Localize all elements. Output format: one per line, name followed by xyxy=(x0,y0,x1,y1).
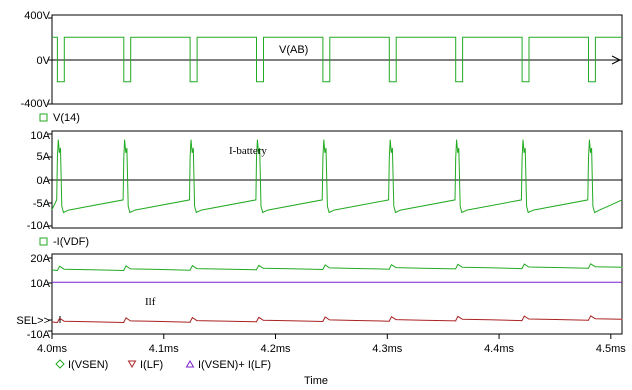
y-tick-label: 5A xyxy=(37,151,51,163)
top-legend-label: V(14) xyxy=(53,112,80,124)
y-tick-label: SEL>> xyxy=(16,315,50,327)
y-tick-label: -10A xyxy=(27,329,51,341)
x-tick-label: 4.2ms xyxy=(261,343,291,355)
x-tick-label: 4.1ms xyxy=(149,343,179,355)
y-tick-label: 0V xyxy=(37,55,51,67)
y-tick-label: 10A xyxy=(30,278,50,290)
bottom-legend: I(VSEN) I(LF) I(VSEN)+ I(LF) xyxy=(55,359,271,371)
y-tick-label: 10A xyxy=(30,130,50,142)
legend-label: I(VSEN)+ I(LF) xyxy=(198,359,271,371)
top-arrow-icon xyxy=(611,55,622,65)
middle-annotation: I-battery xyxy=(229,145,267,157)
v14-legend-square-icon xyxy=(39,113,48,122)
x-tick-label: 4.4ms xyxy=(484,343,514,355)
series-v14-line xyxy=(52,36,622,83)
x-axis-label: Time xyxy=(304,375,328,387)
y-tick-label: -5A xyxy=(33,198,51,210)
y-tick-label: -10A xyxy=(27,220,51,232)
bottom-panel: 20A 10A SEL>> -10A 4.0ms 4.1ms 4.2ms 4.3ms 4.4m… xyxy=(16,253,626,387)
bottom-y-ticks: 20A 10A SEL>> -10A xyxy=(16,253,61,341)
x-tick-label: 4.0ms xyxy=(37,343,67,355)
triangle-down-legend-icon xyxy=(127,360,137,368)
ivdf-legend-square-icon xyxy=(39,237,48,246)
x-tick-label: 4.5ms xyxy=(596,343,626,355)
middle-legend-label: -I(VDF) xyxy=(53,236,89,248)
y-tick-label: 0A xyxy=(37,175,51,187)
y-tick-label: 20A xyxy=(30,253,50,265)
bottom-legend-top: -I(VDF) xyxy=(39,236,89,248)
series-ivdf-line xyxy=(51,139,623,214)
legend-label: I(VSEN) xyxy=(68,359,108,371)
series-ivsen-line xyxy=(51,263,623,272)
middle-y-ticks: 10A 5A 0A -5A -10A xyxy=(27,130,52,232)
y-tick-label: -400V xyxy=(21,98,51,110)
top-y-ticks: 400V 0V -400V xyxy=(21,10,52,110)
top-annotation: V(AB) xyxy=(279,44,308,56)
legend-label: I(LF) xyxy=(140,359,163,371)
x-tick-label: 4.3ms xyxy=(372,343,402,355)
triangle-up-legend-icon xyxy=(185,360,195,368)
series-ilf-line xyxy=(51,315,623,324)
top-panel: 400V 0V -400V V(AB) xyxy=(21,10,623,110)
y-tick-label: 400V xyxy=(24,10,50,22)
diamond-legend-icon xyxy=(55,359,65,369)
middle-panel: 10A 5A 0A -5A -10A I-battery xyxy=(27,130,623,232)
bottom-x-ticks: 4.0ms 4.1ms 4.2ms 4.3ms 4.4ms 4.5ms xyxy=(37,334,626,355)
bottom-panel-frame xyxy=(51,253,623,335)
middle-legend: V(14) xyxy=(39,112,80,124)
bottom-annotation: Ilf xyxy=(145,296,156,308)
